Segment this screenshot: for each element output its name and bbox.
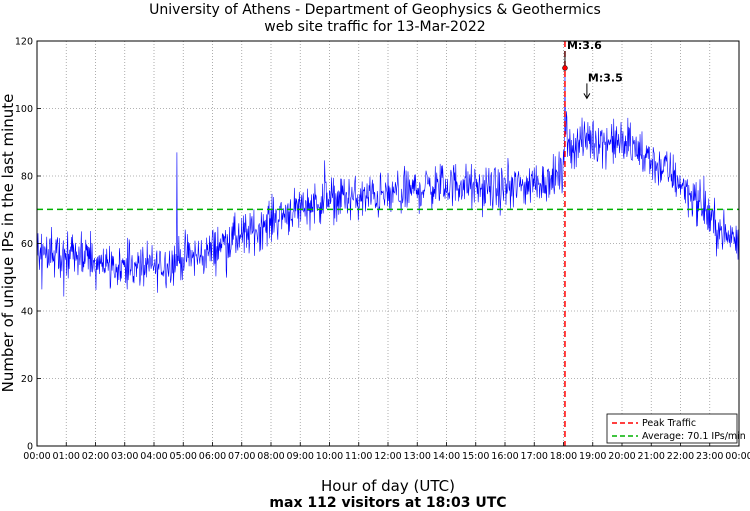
x-tick-label: 14:00 — [433, 451, 460, 462]
legend: Peak Traffic Average: 70.1 IPs/min — [606, 413, 746, 444]
x-tick-label: 06:00 — [199, 451, 226, 462]
reference-lines — [37, 41, 739, 446]
axis-ticks: 00:00 01:00 02:00 03:00 04:00 05:00 06:00 07:00… — [15, 37, 750, 463]
x-tick-label: 04:00 — [140, 451, 167, 462]
x-tick-label: 05:00 — [170, 451, 197, 462]
legend-label-peak: Peak Traffic — [642, 418, 696, 429]
x-tick-label: 13:00 — [404, 451, 431, 462]
chart-subtitle: web site traffic for 13-Mar-2022 — [264, 19, 485, 35]
x-tick-label: 17:00 — [521, 451, 548, 462]
footer-max-visitors: max 112 visitors at 18:03 UTC — [269, 495, 506, 511]
earthquake-label: M:3.6 — [567, 39, 602, 52]
traffic-series-line — [36, 67, 740, 297]
x-tick-label: 15:00 — [462, 451, 489, 462]
x-tick-label: 11:00 — [345, 451, 372, 462]
x-tick-label: 01:00 — [53, 451, 80, 462]
x-tick-label: 02:00 — [82, 451, 109, 462]
y-tick-label: 40 — [21, 307, 33, 318]
x-tick-label: 00:00 — [23, 451, 50, 462]
x-tick-label: 00:00 — [725, 451, 750, 462]
x-tick-label: 03:00 — [111, 451, 138, 462]
x-tick-label: 07:00 — [228, 451, 255, 462]
x-tick-label: 19:00 — [579, 451, 606, 462]
chart-title: University of Athens - Department of Geo… — [149, 2, 601, 18]
x-tick-label: 22:00 — [667, 451, 694, 462]
y-tick-label: 0 — [27, 442, 33, 453]
y-tick-label: 120 — [15, 37, 33, 48]
earthquake-marker — [562, 65, 568, 71]
y-tick-label: 100 — [15, 104, 33, 115]
earthquake-label: M:3.5 — [588, 71, 623, 84]
earthquake-arrowhead — [583, 93, 591, 100]
y-tick-label: 60 — [21, 239, 33, 250]
series-layer — [36, 67, 740, 297]
x-tick-label: 08:00 — [257, 451, 284, 462]
y-tick-label: 80 — [21, 172, 33, 183]
x-tick-label: 20:00 — [608, 451, 635, 462]
legend-label-average: Average: 70.1 IPs/min — [642, 431, 746, 442]
y-tick-label: 20 — [21, 374, 33, 385]
x-tick-label: 23:00 — [696, 451, 723, 462]
x-tick-label: 09:00 — [287, 451, 314, 462]
x-axis-label: Hour of day (UTC) — [321, 477, 455, 495]
x-tick-label: 16:00 — [491, 451, 518, 462]
x-tick-label: 21:00 — [638, 451, 665, 462]
y-axis-label: Number of unique IPs in the last minute — [0, 94, 17, 393]
annotations: M:3.6 M:3.5 — [562, 39, 623, 100]
x-tick-label: 10:00 — [316, 451, 343, 462]
x-tick-label: 18:00 — [550, 451, 577, 462]
x-tick-label: 12:00 — [374, 451, 401, 462]
legend-box — [606, 413, 738, 444]
